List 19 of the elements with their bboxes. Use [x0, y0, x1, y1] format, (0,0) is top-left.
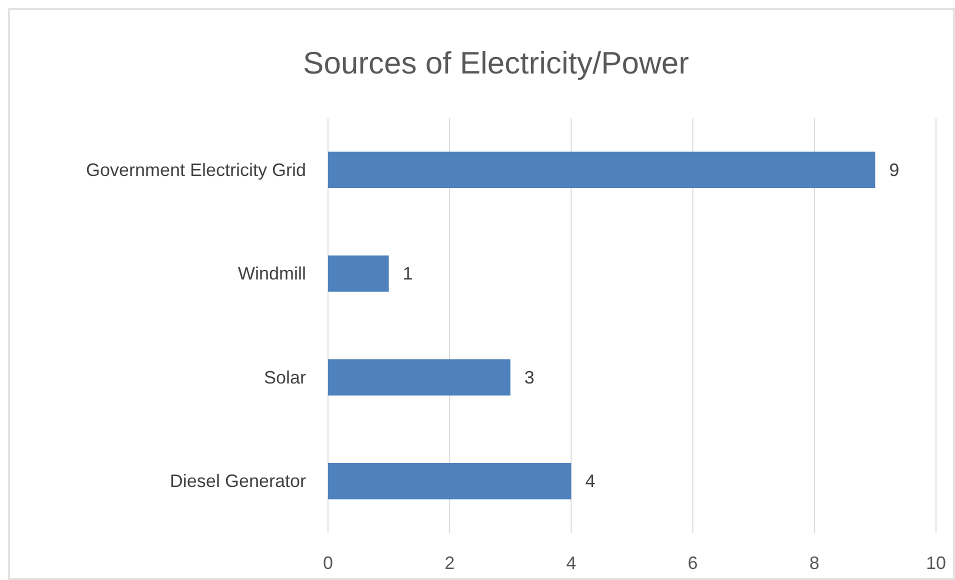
y-tick-label: Diesel Generator	[170, 471, 306, 492]
x-tick-label: 0	[322, 553, 334, 573]
data-label: 4	[585, 471, 596, 492]
y-tick-label: Solar	[264, 367, 306, 388]
data-label: 1	[402, 264, 413, 284]
x-tick-label: 8	[809, 553, 820, 573]
data-label: 3	[524, 367, 534, 388]
x-tick-label: 10	[926, 553, 946, 573]
bar	[328, 152, 876, 188]
x-tick-label: 2	[444, 553, 455, 573]
bar	[328, 462, 572, 500]
chart-title: Sources of Electricity/Power	[303, 46, 689, 80]
y-tick-label: Windmill	[238, 264, 306, 284]
bar	[328, 359, 510, 396]
x-tick-label: 4	[566, 553, 576, 573]
y-tick-label: Government Electricity Grid	[86, 160, 306, 180]
bar	[328, 255, 389, 292]
x-tick-label: 6	[688, 553, 698, 573]
data-label: 9	[889, 160, 900, 180]
